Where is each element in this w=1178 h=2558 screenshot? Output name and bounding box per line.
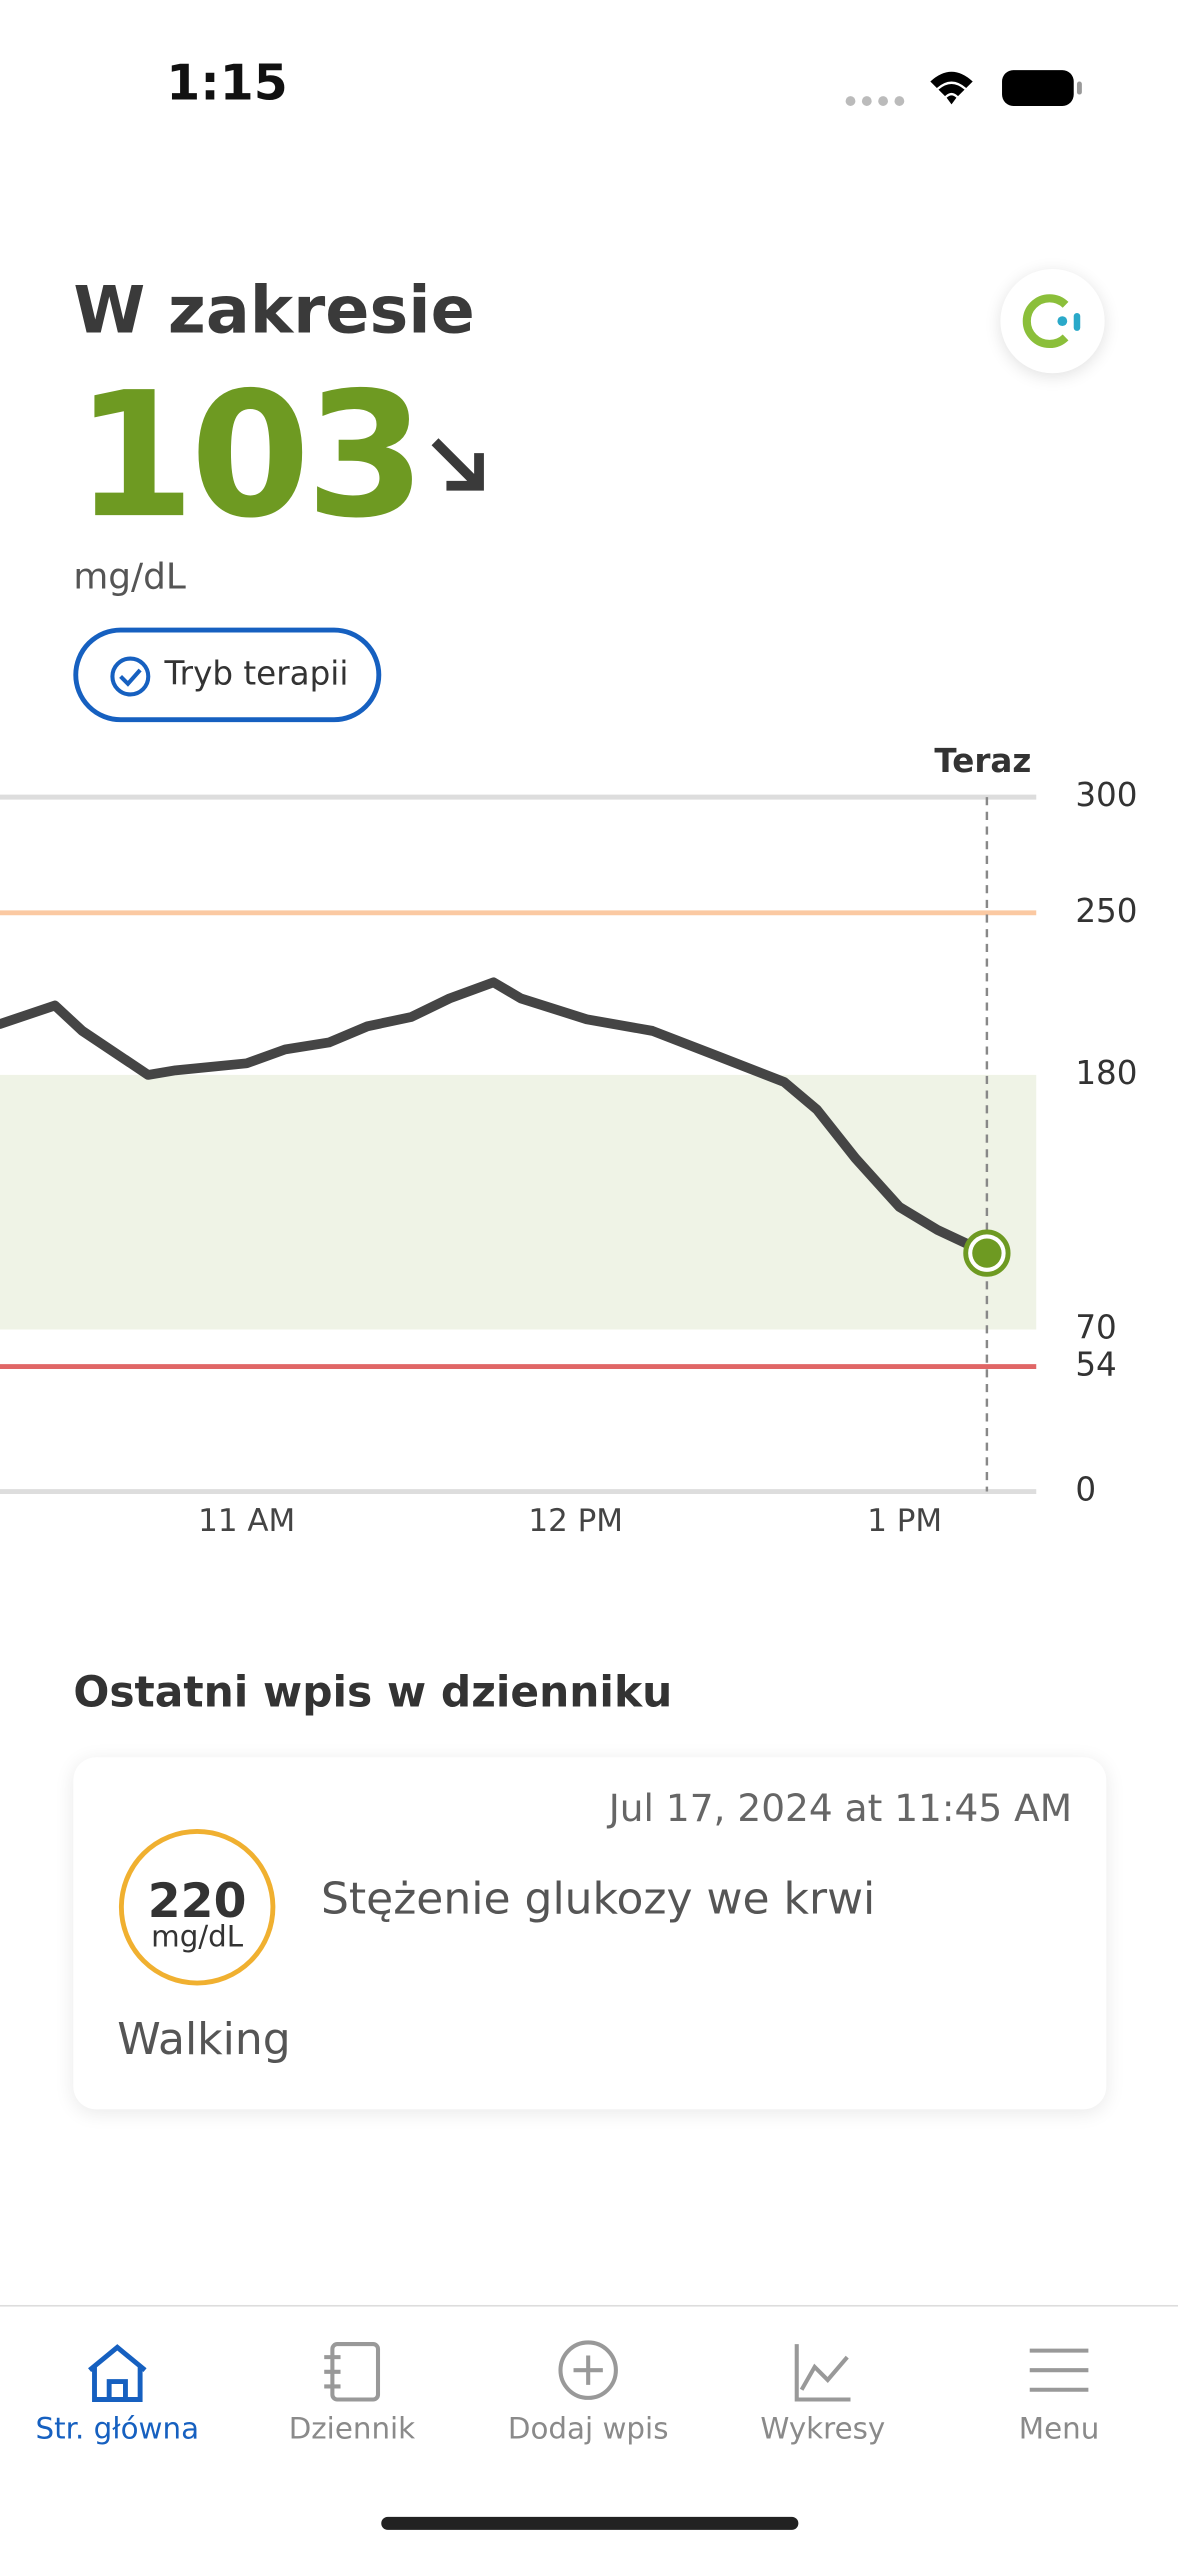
now-label: Teraz (934, 742, 1031, 780)
check-icon (110, 656, 151, 697)
therapy-mode-button[interactable]: Tryb terapii (73, 627, 382, 723)
tab-label[interactable]: Str. główna (35, 2412, 200, 2447)
status-time: 1:15 (166, 55, 288, 113)
home-indicator (381, 2516, 799, 2530)
glucose-value: 103 (74, 355, 426, 556)
range-status: W zakresie (73, 273, 475, 349)
y-tick-label: 180 (1075, 1054, 1137, 1092)
logo-icon (1022, 294, 1081, 348)
x-tick-label: 12 PM (528, 1503, 623, 1539)
entry-label: Stężenie glukozy we krwi (320, 1874, 876, 1926)
entry-note: Walking (117, 2014, 291, 2066)
entry-value: 220 (147, 1872, 247, 1929)
unit: mg/dL (73, 557, 186, 599)
entry-value-circle: 220 mg/dL (118, 1828, 276, 1986)
x-tick-label: 11 AM (198, 1503, 295, 1539)
status-icons (845, 70, 1082, 106)
target-range (0, 1074, 1037, 1330)
y-tick-label: 250 (1075, 892, 1137, 930)
current-point-dot (972, 1238, 1002, 1268)
tab-label[interactable]: Dodaj wpis (507, 2412, 669, 2447)
app-logo[interactable] (1000, 268, 1105, 374)
tab-bar (0, 2304, 1178, 2558)
y-tick-label: 0 (1075, 1471, 1096, 1509)
entry-unit: mg/dL (151, 1920, 244, 1955)
trend-arrow (431, 438, 484, 491)
y-tick-label: 54 (1075, 1346, 1116, 1384)
y-tick-label: 70 (1075, 1309, 1116, 1347)
tab-label[interactable]: Dziennik (288, 2412, 416, 2447)
x-tick-label: 1 PM (867, 1503, 942, 1539)
tab-icons (88, 2340, 1089, 2402)
y-tick-label: 300 (1075, 776, 1137, 814)
tab-label[interactable]: Wykresy (760, 2412, 886, 2447)
button-label: Tryb terapii (164, 653, 349, 693)
glucose-line (0, 977, 992, 1258)
tab-label[interactable]: Menu (1018, 2412, 1100, 2447)
section-title: Ostatni wpis w dzienniku (73, 1669, 673, 1719)
entry-date: Jul 17, 2024 at 11:45 AM (608, 1788, 1073, 1831)
entry-card[interactable]: Jul 17, 2024 at 11:45 AM 220 mg/dL Stęże… (73, 1757, 1107, 2110)
